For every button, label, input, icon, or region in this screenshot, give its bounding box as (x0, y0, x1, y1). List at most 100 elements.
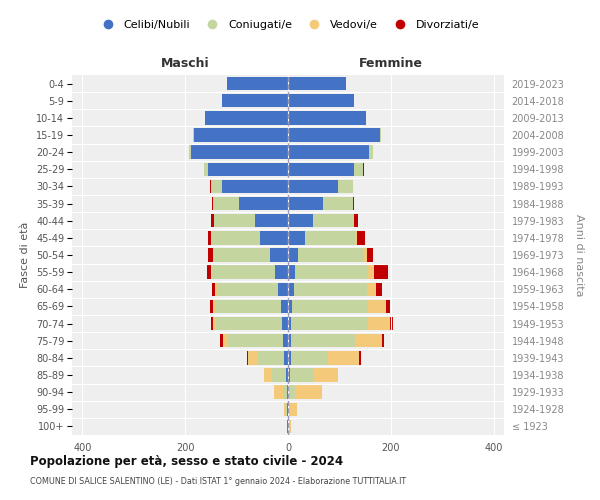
Bar (287, 386, 288, 399)
Bar (288, 351, 290, 364)
Bar (193, 128, 288, 141)
Bar (272, 368, 288, 382)
Bar (222, 94, 288, 108)
Bar (227, 77, 288, 90)
Bar (254, 214, 288, 228)
Bar (288, 128, 380, 141)
Bar (288, 420, 290, 433)
Text: Popolazione per età, sesso e stato civile - 2024: Popolazione per età, sesso e stato civil… (30, 455, 343, 468)
Bar (288, 317, 390, 330)
Bar (288, 231, 358, 244)
Bar (227, 77, 288, 90)
Bar (288, 248, 373, 262)
Bar (222, 180, 288, 193)
Bar (208, 231, 288, 244)
Bar (288, 94, 354, 108)
Bar (207, 266, 288, 279)
Bar (288, 402, 297, 416)
Bar (288, 197, 353, 210)
Bar (288, 111, 366, 124)
Bar (282, 317, 288, 330)
Bar (288, 231, 305, 244)
Bar (275, 266, 288, 279)
Bar (208, 162, 288, 176)
Bar (288, 351, 359, 364)
Bar (288, 266, 368, 279)
Bar (227, 77, 288, 90)
Bar (204, 162, 288, 176)
Bar (288, 94, 354, 108)
Bar (288, 197, 323, 210)
Bar (214, 248, 288, 262)
Bar (288, 386, 295, 399)
Bar (205, 111, 288, 124)
Bar (288, 300, 386, 313)
Bar (288, 162, 363, 176)
Bar (222, 94, 288, 108)
Bar (288, 282, 293, 296)
Bar (274, 386, 288, 399)
Bar (284, 402, 288, 416)
Bar (288, 282, 367, 296)
Bar (283, 386, 288, 399)
Bar (214, 214, 288, 228)
Bar (212, 266, 288, 279)
Bar (248, 351, 288, 364)
Bar (288, 180, 338, 193)
Bar (212, 197, 288, 210)
Bar (204, 162, 288, 176)
Bar (216, 317, 288, 330)
Bar (288, 111, 366, 124)
Bar (257, 351, 288, 364)
Bar (214, 214, 288, 228)
Bar (288, 368, 338, 382)
Bar (288, 248, 364, 262)
Bar (288, 248, 367, 262)
Bar (210, 300, 288, 313)
Bar (288, 77, 346, 90)
Bar (288, 231, 365, 244)
Bar (288, 128, 381, 141)
Bar (288, 146, 373, 159)
Bar (211, 214, 288, 228)
Bar (281, 300, 288, 313)
Bar (288, 248, 298, 262)
Bar (212, 282, 288, 296)
Bar (288, 266, 295, 279)
Bar (288, 197, 353, 210)
Bar (208, 248, 288, 262)
Bar (214, 197, 288, 210)
Bar (288, 162, 363, 176)
Bar (211, 180, 288, 193)
Bar (211, 180, 288, 193)
Bar (213, 300, 288, 313)
Bar (191, 146, 288, 159)
Text: Femmine: Femmine (359, 57, 423, 70)
Bar (288, 214, 353, 228)
Bar (284, 351, 288, 364)
Bar (193, 128, 288, 141)
Bar (189, 146, 288, 159)
Y-axis label: Fasce di età: Fasce di età (20, 222, 31, 288)
Bar (288, 300, 368, 313)
Bar (205, 111, 288, 124)
Bar (215, 300, 288, 313)
Bar (287, 420, 288, 433)
Bar (288, 368, 313, 382)
Bar (193, 128, 288, 141)
Bar (211, 266, 288, 279)
Bar (189, 146, 288, 159)
Bar (211, 317, 288, 330)
Bar (288, 282, 376, 296)
Bar (288, 162, 354, 176)
Bar (288, 300, 292, 313)
Bar (288, 111, 366, 124)
Bar (288, 180, 353, 193)
Bar (288, 282, 382, 296)
Bar (283, 334, 288, 347)
Bar (286, 402, 288, 416)
Bar (288, 334, 355, 347)
Bar (288, 386, 289, 399)
Bar (288, 386, 322, 399)
Bar (220, 334, 288, 347)
